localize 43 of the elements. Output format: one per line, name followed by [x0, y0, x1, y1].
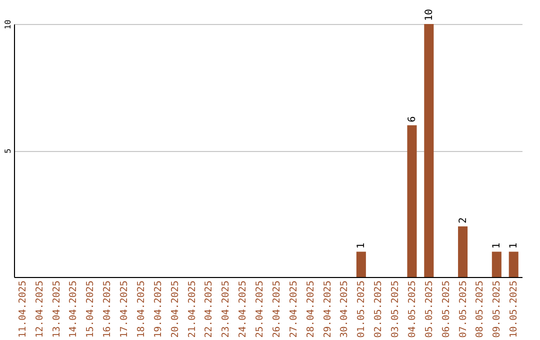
x-tick-label: 22.04.2025 [204, 280, 215, 338]
x-tick-label: 05.05.2025 [424, 280, 435, 338]
data-label: 1 [356, 242, 368, 249]
x-tick-label: 03.05.2025 [390, 280, 402, 338]
data-label: 10 [424, 8, 435, 21]
x-tick-label: 30.04.2025 [339, 280, 350, 338]
bar [508, 252, 518, 277]
x-tick-label: 12.04.2025 [34, 280, 46, 338]
x-tick-label: 08.05.2025 [474, 280, 486, 338]
x-tick-label: 28.04.2025 [305, 280, 316, 338]
x-tick-label: 27.04.2025 [288, 280, 300, 338]
x-tick-label: 26.04.2025 [271, 280, 282, 338]
bar [424, 24, 434, 277]
x-tick-label: 23.04.2025 [220, 280, 232, 338]
x-tick-label: 19.04.2025 [152, 280, 164, 338]
data-label: 2 [458, 217, 469, 224]
bar [407, 125, 417, 277]
x-tick-label: 16.04.2025 [102, 280, 114, 338]
x-tick-label: 21.04.2025 [186, 280, 198, 338]
data-label: 1 [492, 242, 503, 249]
x-tick-label: 18.04.2025 [136, 280, 147, 338]
x-tick-label: 15.04.2025 [85, 280, 96, 338]
x-tick-label: 17.04.2025 [119, 280, 130, 338]
x-tick-label: 13.04.2025 [51, 280, 62, 338]
x-tick-label: 09.05.2025 [492, 280, 503, 338]
bar [356, 252, 366, 277]
bar [492, 252, 502, 277]
x-tick-label: 14.04.2025 [68, 280, 80, 338]
x-tick-label: 29.04.2025 [322, 280, 334, 338]
data-label: 6 [406, 116, 418, 122]
x-tick-label: 25.04.2025 [254, 280, 266, 338]
x-tick-label: 24.04.2025 [238, 280, 249, 338]
x-tick-label: 07.05.2025 [458, 280, 469, 338]
bar [458, 226, 468, 277]
x-tick-label: 02.05.2025 [373, 280, 384, 338]
x-tick-label: 11.04.2025 [17, 280, 28, 338]
x-tick-label: 10.05.2025 [508, 280, 520, 338]
x-tick-label: 20.04.2025 [170, 280, 181, 338]
x-tick-label: 01.05.2025 [356, 280, 368, 338]
data-label: 1 [508, 242, 520, 249]
y-tick-label: 5 [4, 148, 12, 154]
x-tick-label: 06.05.2025 [440, 280, 452, 338]
x-tick-label: 04.05.2025 [406, 280, 418, 338]
